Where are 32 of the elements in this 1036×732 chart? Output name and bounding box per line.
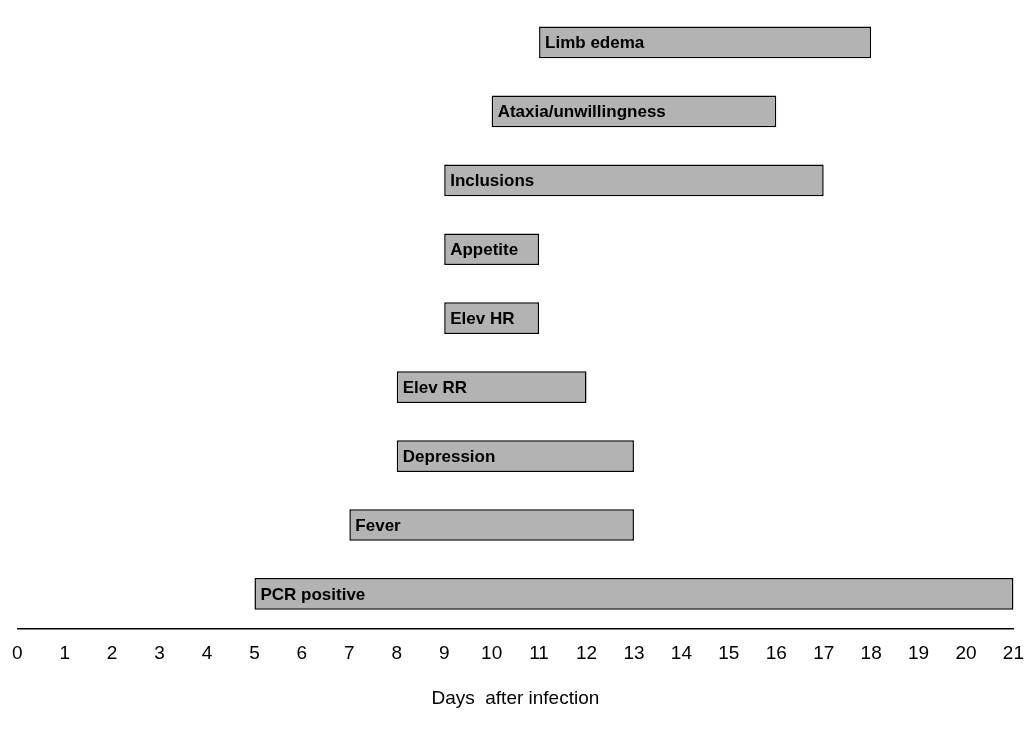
x-tick-label: 8 xyxy=(391,642,403,664)
y-tick-label: Fever xyxy=(355,515,402,535)
x-tick-label: 9 xyxy=(438,642,450,664)
x-tick-label: 7 xyxy=(344,642,355,664)
x-tick-label: 11 xyxy=(529,642,549,664)
x-tick-label: 16 xyxy=(765,642,787,664)
x-tick-label: 17 xyxy=(813,642,835,664)
x-tick-label: 4 xyxy=(201,642,213,664)
y-tick-label: Inclusions xyxy=(450,171,535,191)
y-tick-label: Depression xyxy=(402,446,496,466)
y-tick-label: Ataxia/unwillingness xyxy=(497,102,666,122)
x-tick-label: 2 xyxy=(106,642,118,664)
x-tick-label: 12 xyxy=(575,642,598,664)
x-tick-label: 0 xyxy=(11,642,23,664)
x-tick-label: 19 xyxy=(907,642,930,664)
x-tick-label: 3 xyxy=(154,642,165,664)
y-tick-label: PCR positive xyxy=(260,584,366,604)
x-tick-label: 14 xyxy=(670,642,693,664)
x-tick-label: 6 xyxy=(296,642,308,664)
x-tick-label: 10 xyxy=(481,642,503,664)
x-tick-label: 5 xyxy=(249,642,260,664)
y-tick-label: Elev HR xyxy=(450,308,515,328)
y-tick-label: Limb edema xyxy=(545,33,645,53)
x-tick-label: 1 xyxy=(59,642,71,664)
x-tick-label: 15 xyxy=(718,642,740,664)
y-tick-label: Appetite xyxy=(450,239,519,259)
y-tick-label: Elev RR xyxy=(402,377,468,397)
x-tick-label: 18 xyxy=(860,642,882,664)
x-tick-label: 13 xyxy=(623,642,645,664)
x-axis-title: Days after infection xyxy=(431,686,600,708)
x-tick-label: 21 xyxy=(1002,642,1024,664)
x-tick-label: 20 xyxy=(955,642,977,664)
